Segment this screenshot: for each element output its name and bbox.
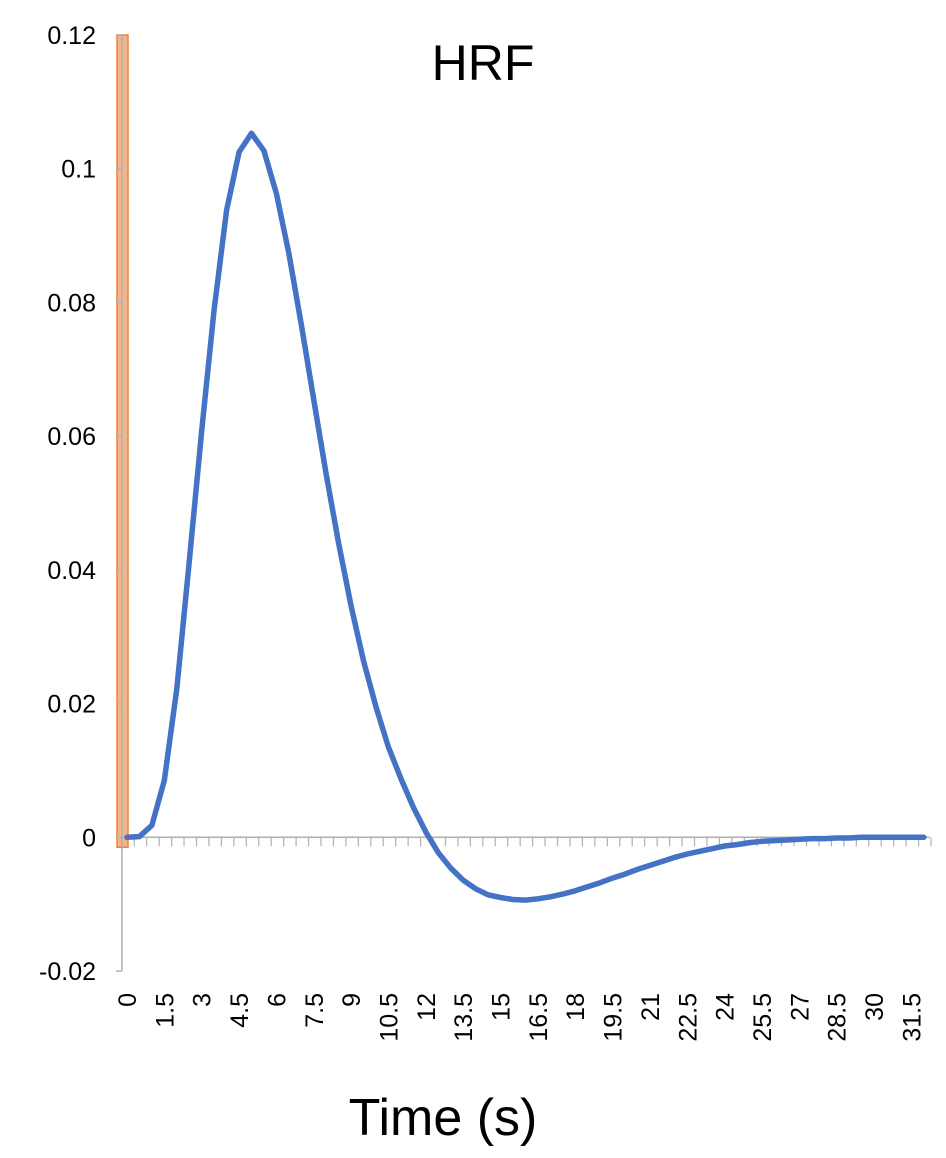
y-tick-label: 0.1 (61, 156, 96, 184)
x-tick-label: 1.5 (151, 993, 179, 1028)
x-axis-label: Time (s) (349, 1089, 538, 1147)
x-tick-label: 0 (114, 993, 142, 1007)
x-tick-label: 9 (338, 993, 366, 1007)
x-tick-label: 10.5 (375, 993, 403, 1042)
x-axis-ticks: 0 1.5 3 4.5 6 7.5 9 10.5 12 13.5 15 16.5 18 19.5 21 22.… (114, 837, 932, 1042)
x-tick-label: 4.5 (226, 993, 254, 1028)
x-tick-label: 19.5 (600, 993, 628, 1042)
x-tick-label: 22.5 (674, 993, 702, 1042)
y-tick-label: 0.06 (47, 423, 96, 451)
x-tick-label: 13.5 (450, 993, 478, 1042)
y-tick-label: 0.02 (47, 691, 96, 719)
x-tick-label: 7.5 (301, 993, 329, 1028)
y-tick-label: -0.02 (39, 958, 96, 986)
series-line-hrf (124, 130, 927, 903)
x-tick-label: 30 (861, 993, 889, 1021)
x-tick-label: 21 (637, 993, 665, 1021)
series (124, 130, 927, 903)
x-tick-label: 6 (263, 993, 291, 1007)
y-tick-label: 0 (82, 824, 96, 852)
x-tick-label: 31.5 (898, 993, 926, 1042)
axes (117, 35, 930, 971)
x-tick-label: 27 (786, 993, 814, 1021)
y-tick-label: 0.04 (47, 557, 96, 585)
x-tick-label: 3 (189, 993, 217, 1007)
y-axis-ticks: 0.12 0.1 0.08 0.06 0.04 0.02 0 -0.02 (39, 22, 122, 986)
y-tick-label: 0.08 (47, 289, 96, 317)
x-tick-label: 12 (413, 993, 441, 1021)
x-tick-label: 24 (712, 993, 740, 1021)
x-tick-label: 18 (562, 993, 590, 1021)
y-tick-label: 0.12 (47, 22, 96, 50)
chart-title: HRF (432, 35, 535, 91)
x-tick-label: 15 (488, 993, 516, 1021)
x-tick-label: 28.5 (824, 993, 852, 1042)
x-tick-label: 16.5 (525, 993, 553, 1042)
x-tick-label: 25.5 (749, 993, 777, 1042)
